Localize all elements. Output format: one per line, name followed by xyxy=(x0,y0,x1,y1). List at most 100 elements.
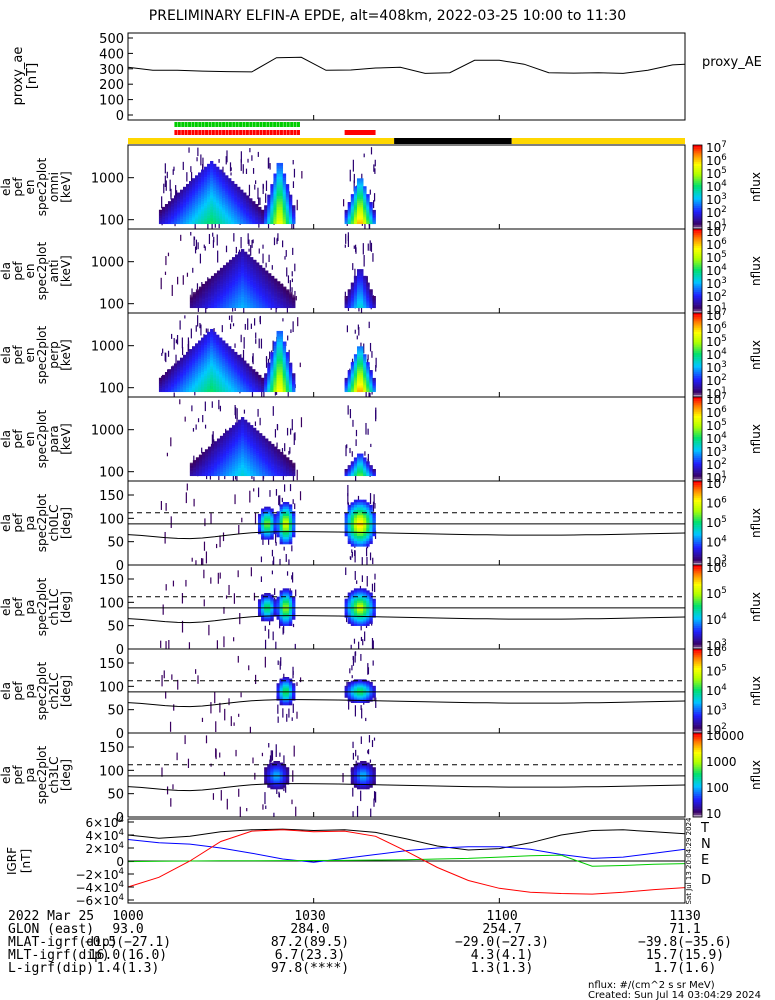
spec-cell xyxy=(237,215,241,218)
spec-cell xyxy=(280,290,284,292)
spec-cell xyxy=(228,438,233,442)
spec-cell xyxy=(270,379,274,382)
spec-cell xyxy=(216,184,220,188)
noise-streak xyxy=(212,240,215,248)
spec-cell xyxy=(347,390,352,393)
colorbar-cell xyxy=(693,363,702,366)
spec-cell xyxy=(344,216,349,218)
spec-cell xyxy=(282,216,287,220)
spec-cell xyxy=(225,293,230,296)
spec-cell xyxy=(201,376,205,380)
spec-cell xyxy=(282,384,287,388)
spec-cell xyxy=(179,368,184,371)
spec-cell xyxy=(366,383,370,386)
spec-cell xyxy=(234,207,238,210)
spec-cell xyxy=(280,462,284,465)
spec-cell xyxy=(264,220,268,222)
spec-cell xyxy=(292,207,296,209)
spec-cell xyxy=(219,340,223,343)
status-bar-dash xyxy=(201,130,205,135)
spec-cell xyxy=(243,470,248,474)
spec-cell xyxy=(173,386,178,389)
spec-cell xyxy=(161,377,166,379)
spec-cell xyxy=(249,204,253,206)
spec-cell xyxy=(179,206,184,209)
spec-cell xyxy=(173,217,178,219)
spec-cell xyxy=(279,339,284,343)
spec-cell xyxy=(292,212,296,214)
spec-cell xyxy=(286,301,290,304)
spec-cell xyxy=(283,465,287,467)
spec-cell xyxy=(274,281,278,283)
spec-cell xyxy=(363,296,367,298)
spec-cell xyxy=(262,461,266,464)
spec-cell xyxy=(271,281,275,284)
noise-streak xyxy=(364,451,366,456)
spec-cell xyxy=(277,282,281,284)
spec-cell xyxy=(280,292,284,294)
noise-streak xyxy=(208,233,211,244)
spec-cell xyxy=(185,386,190,389)
spec-cell xyxy=(213,463,218,466)
spec-cell xyxy=(350,370,355,372)
spec-cell xyxy=(182,215,187,218)
spec-cell xyxy=(161,385,166,387)
spec-cell xyxy=(268,456,272,459)
spec-cell xyxy=(264,212,268,214)
spec-cell xyxy=(204,182,208,186)
spec-cell xyxy=(176,363,181,366)
noise-streak xyxy=(354,268,356,278)
noise-streak xyxy=(211,221,213,229)
spec-cell xyxy=(231,389,235,393)
spec-cell xyxy=(267,369,271,371)
spec-cell xyxy=(231,364,235,367)
spec-cell xyxy=(344,388,349,390)
spec-cell xyxy=(250,431,254,435)
spec-cell xyxy=(262,295,266,298)
spec-cell xyxy=(262,280,266,283)
colorbar-tick-label: 106 xyxy=(706,321,727,336)
spec-cell xyxy=(369,212,373,215)
spec-cell xyxy=(243,435,248,438)
spec-cell xyxy=(207,348,211,352)
spec-cell xyxy=(176,364,181,367)
spec-cell xyxy=(356,356,361,360)
spec-cell xyxy=(222,294,227,297)
spec-cell xyxy=(192,348,196,351)
spec-cell xyxy=(237,450,242,454)
spec-cell xyxy=(262,282,266,285)
spec-cell xyxy=(189,463,194,465)
spec-cell xyxy=(252,372,256,374)
spec-cell xyxy=(240,377,244,380)
spec-cell xyxy=(347,216,352,219)
colorbar-cell xyxy=(693,355,702,358)
spec-cell xyxy=(219,468,224,471)
spec-cell xyxy=(247,293,251,296)
spec-cell xyxy=(219,280,224,283)
spec-cell xyxy=(195,356,199,360)
spec-cell xyxy=(264,206,268,208)
spec-cell xyxy=(270,212,274,216)
spec-cell xyxy=(363,303,367,306)
spec-cell xyxy=(182,371,187,374)
spec-cell xyxy=(219,189,223,193)
spec-cell xyxy=(265,289,269,292)
spec-cell xyxy=(247,456,251,460)
spec-cell xyxy=(274,306,278,309)
spec-cell xyxy=(246,390,250,393)
spec-cell xyxy=(288,221,293,223)
spec-cell xyxy=(288,215,293,218)
spec-cell xyxy=(158,390,163,392)
spec-cell xyxy=(344,214,349,216)
spec-cell xyxy=(240,374,244,377)
spec-cell xyxy=(192,466,197,468)
spec-cell xyxy=(195,459,200,461)
spec-cell xyxy=(247,256,251,260)
spec-cell xyxy=(282,203,287,206)
spec-cell xyxy=(250,452,254,456)
spec-cell xyxy=(231,468,236,472)
colorbar-cell xyxy=(693,294,702,297)
spec-cell xyxy=(225,371,229,375)
spec-cell xyxy=(201,199,205,202)
spec-cell xyxy=(222,460,227,463)
